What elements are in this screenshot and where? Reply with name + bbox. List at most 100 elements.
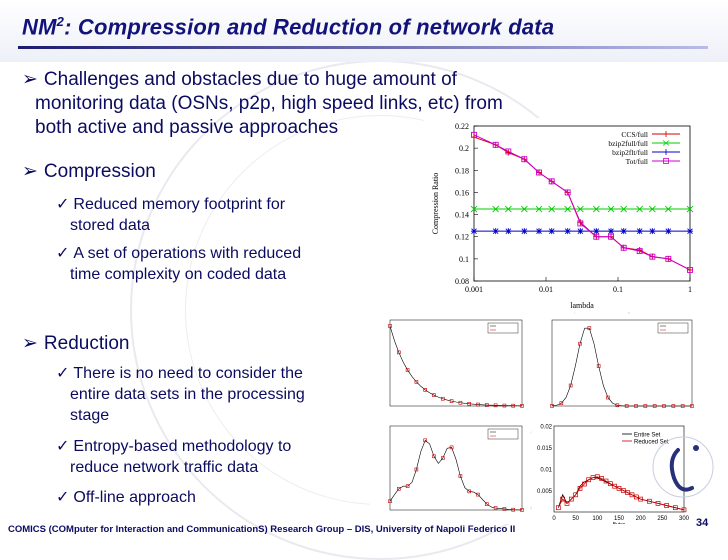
trace-reduced-marker — [690, 404, 694, 408]
y-tick-label: 0.14 — [455, 211, 469, 220]
data-point — [665, 255, 672, 262]
trace-reduced-marker — [405, 484, 410, 488]
arrow-bullet-icon: ➢ — [22, 161, 38, 182]
plot-frame — [389, 319, 523, 407]
y-tick-label: 0.22 — [455, 122, 469, 131]
data-point — [560, 496, 566, 502]
trace-reduced-marker — [671, 404, 676, 408]
data-point — [471, 228, 477, 235]
x-tick-label: 1 — [688, 285, 692, 294]
trace-reduced-marker — [520, 404, 524, 408]
trace-entire — [389, 325, 523, 407]
trace-reduced-marker — [634, 404, 638, 408]
trace-reduced-marker — [476, 402, 480, 407]
reduction-heading: Reduction — [43, 333, 130, 354]
legend-box — [657, 322, 689, 334]
data-point — [505, 148, 512, 155]
data-point — [564, 228, 571, 235]
y-tick-label: 0.005 — [537, 489, 553, 495]
data-point — [620, 205, 628, 213]
trace-reduced-marker — [643, 404, 648, 408]
group-logo — [652, 436, 714, 498]
legend-marker — [663, 149, 669, 155]
data-point — [649, 253, 656, 260]
trace-reduced-marker — [476, 492, 480, 497]
y-tick-label: 0.18 — [455, 166, 469, 175]
data-point — [548, 228, 555, 235]
title-rest: : Compression and Reduction of network d… — [64, 14, 555, 40]
data-point — [577, 228, 584, 235]
x-axis-label: Bytes — [613, 522, 626, 524]
data-point — [536, 228, 543, 235]
bullet-compression: ➢ Compression — [22, 160, 156, 183]
trace-reduced-marker — [493, 506, 498, 510]
series-line-0 — [473, 136, 691, 271]
reduction-item-1-line-2: entire data sets in the processing — [70, 386, 305, 403]
x-tick-label: 50 — [572, 516, 579, 522]
trace-reduced-marker — [441, 456, 445, 460]
trace-entire — [551, 327, 692, 407]
data-point — [593, 205, 600, 213]
trace-reduced-marker — [485, 403, 489, 407]
data-point — [577, 205, 584, 213]
data-point — [655, 501, 661, 506]
reduction-item-3-text: Off-line approach — [73, 489, 196, 506]
data-point — [636, 248, 643, 255]
data-point — [548, 205, 556, 213]
trace-reduced-marker — [388, 499, 392, 504]
y-axis-label: Compression Ratio — [431, 173, 440, 235]
y-tick-label: 0.2 — [459, 144, 469, 153]
data-point — [577, 220, 584, 227]
reduction-item-1-line-3: stage — [70, 407, 110, 424]
data-point — [564, 501, 570, 506]
legend-label: Reduced Set — [634, 440, 669, 446]
plot-frame — [553, 425, 685, 513]
trace-reduced-marker — [568, 383, 573, 388]
trace-reduced-marker — [559, 401, 564, 406]
trace-reduced-marker — [511, 403, 515, 408]
x-axis-label: lambda — [570, 301, 594, 310]
data-point — [536, 169, 542, 176]
data-point — [573, 492, 579, 498]
series-line-1 — [557, 476, 685, 511]
x-tick-label: 0.001 — [465, 285, 483, 294]
trace-reduced-marker — [624, 404, 629, 408]
x-tick-label: 150 — [614, 516, 625, 522]
data-point — [505, 228, 512, 235]
x-tick-label: 250 — [657, 516, 668, 522]
bullet-reduction: ➢ Reduction — [22, 332, 129, 355]
data-point — [492, 205, 499, 213]
bytes-distribution-chart: 0.005 0.01 0.015 0.02 0 50 100 150 200 250 300 Byte… — [532, 420, 694, 524]
trace-reduced-marker — [423, 438, 428, 443]
data-point — [649, 228, 656, 235]
data-point — [636, 247, 643, 253]
trace-reduced-marker — [441, 396, 445, 401]
data-point — [581, 481, 587, 487]
data-point — [535, 205, 543, 213]
compression-item-1-line-1: Reduced memory footprint for — [73, 196, 286, 213]
data-point — [564, 189, 571, 196]
data-point — [649, 205, 656, 213]
data-point — [593, 228, 600, 235]
trace-reduced-marker — [596, 364, 601, 368]
data-point — [646, 498, 652, 504]
title-superscript: 2 — [56, 14, 65, 29]
data-point — [664, 503, 670, 508]
page-number: 34 — [696, 517, 709, 529]
compression-heading: Compression — [43, 161, 156, 182]
challenges-line-2: monitoring data (OSNs, p2p, high speed l… — [35, 93, 503, 114]
data-point — [665, 205, 672, 213]
data-point — [681, 507, 687, 513]
data-point — [607, 481, 613, 486]
data-point — [620, 244, 627, 251]
y-tick-label: 0.01 — [540, 468, 552, 474]
legend-label: CCS/full — [621, 130, 648, 139]
data-point — [599, 476, 605, 481]
legend-marker — [662, 140, 670, 146]
data-point — [521, 205, 528, 213]
data-point — [564, 205, 571, 213]
compression-item-1-line-2: stored data — [70, 217, 151, 234]
data-point — [568, 496, 574, 502]
trace-reduced-marker — [606, 395, 610, 400]
y-tick-label: 0.1 — [459, 255, 469, 264]
